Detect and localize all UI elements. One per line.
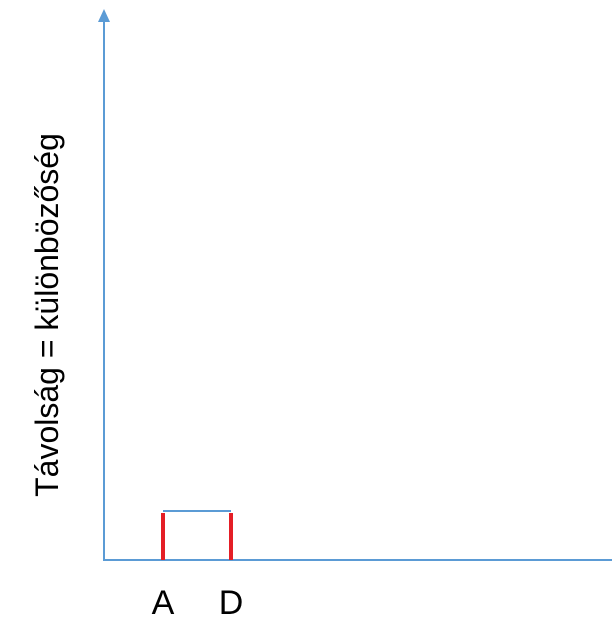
leaf-label: A bbox=[152, 584, 175, 619]
y-axis-label: Távolság = különbözőség bbox=[29, 133, 65, 497]
leaf-label: D bbox=[219, 584, 244, 619]
y-axis-arrow bbox=[98, 9, 110, 22]
